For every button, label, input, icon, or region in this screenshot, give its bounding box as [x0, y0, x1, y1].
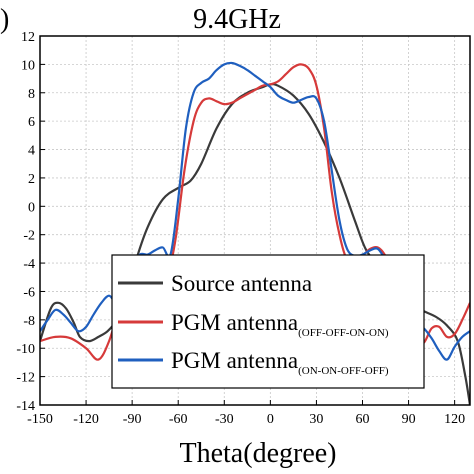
y-tick-label: 0	[28, 200, 35, 215]
y-tick-label: 6	[28, 115, 35, 130]
y-tick-label: 8	[28, 87, 35, 102]
x-tick-label: -90	[123, 412, 142, 427]
legend-label-pgm-2-name: PGM antenna	[171, 348, 298, 373]
legend-label-pgm-1-subscript: (OFF-OFF-ON-ON)	[298, 327, 389, 339]
x-tick-label: -150	[27, 412, 53, 427]
x-tick-label: -60	[169, 412, 188, 427]
x-tick-label: 60	[356, 412, 370, 427]
legend-box	[111, 254, 425, 389]
y-tick-label: -12	[16, 371, 35, 386]
y-tick-label: 10	[21, 58, 35, 73]
x-tick-label: 90	[402, 412, 416, 427]
y-tick-label: -2	[23, 229, 35, 244]
y-tick-label: -6	[23, 285, 35, 300]
x-tick-label: -120	[73, 412, 99, 427]
y-tick-label: 4	[28, 144, 35, 159]
legend-label-pgm-2-subscript: (ON-ON-OFF-OFF)	[298, 365, 389, 377]
legend-label-source: Source antenna	[171, 271, 312, 296]
legend-label-pgm-off-off-on-on: PGM antenna(OFF-OFF-ON-ON)	[171, 310, 389, 339]
panel-letter: )	[0, 4, 9, 35]
legend: Source antenna PGM antenna(OFF-OFF-ON-ON…	[111, 254, 425, 389]
x-tick-label: 30	[309, 412, 323, 427]
axis-ticks: -150 -120 -90 -60 -30 0 30 60 90 120-14-12-10-8-6…	[16, 30, 465, 427]
x-axis-label: Theta(degree)	[180, 438, 337, 469]
x-tick-label: 120	[444, 412, 465, 427]
legend-label-pgm-1-name: PGM antenna	[171, 310, 298, 335]
y-tick-label: 2	[28, 172, 35, 187]
x-tick-label: -30	[215, 412, 234, 427]
y-tick-label: -4	[23, 257, 35, 272]
legend-label-pgm-on-on-off-off: PGM antenna(ON-ON-OFF-OFF)	[171, 348, 389, 377]
y-tick-label: -8	[23, 314, 35, 329]
y-tick-label: 12	[21, 30, 35, 45]
chart-title: 9.4GHz	[193, 4, 281, 35]
x-tick-label: 0	[267, 412, 274, 427]
plot-frame	[39, 35, 471, 406]
y-tick-label: -10	[16, 342, 35, 357]
y-tick-label: -14	[16, 399, 35, 414]
